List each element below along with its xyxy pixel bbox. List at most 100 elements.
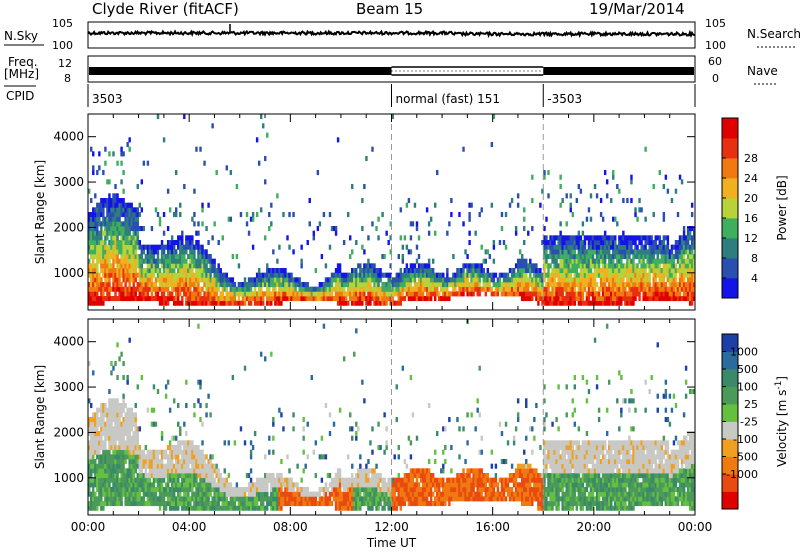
data-cell	[274, 272, 277, 278]
data-cell	[484, 277, 487, 283]
data-cell	[334, 291, 338, 297]
data-cell	[112, 487, 115, 493]
data-cell	[241, 496, 245, 502]
data-cell	[160, 277, 164, 283]
data-cell	[162, 501, 166, 507]
data-cell	[632, 286, 635, 292]
data-cell	[92, 491, 95, 497]
data-cell	[662, 282, 666, 288]
data-cell	[88, 235, 91, 241]
data-cell	[166, 379, 170, 385]
data-cell	[288, 477, 291, 483]
data-cell	[132, 249, 135, 255]
data-cell	[98, 254, 101, 260]
data-cell	[193, 254, 196, 260]
data-cell	[94, 449, 97, 455]
data-cell	[359, 291, 362, 297]
data-cell	[126, 291, 129, 297]
data-cell	[96, 170, 99, 176]
data-cell	[525, 282, 528, 288]
data-cell	[652, 286, 655, 292]
data-cell	[122, 482, 125, 488]
data-cell	[177, 286, 180, 292]
data-cell	[88, 240, 91, 246]
data-cell	[219, 300, 222, 306]
data-cell	[577, 184, 581, 190]
data-cell	[124, 491, 127, 497]
data-cell	[181, 487, 184, 493]
data-cell	[128, 454, 131, 460]
data-cell	[110, 230, 113, 236]
data-cell	[425, 286, 429, 292]
data-cell	[272, 272, 275, 278]
data-cell	[138, 244, 141, 250]
data-cell	[199, 496, 202, 502]
data-cell	[189, 454, 192, 460]
data-cell	[136, 286, 139, 292]
data-cell	[646, 296, 649, 302]
data-cell	[587, 296, 591, 302]
data-cell	[462, 263, 465, 269]
data-cell	[476, 291, 479, 297]
data-cell	[185, 258, 188, 264]
data-cell	[199, 268, 202, 274]
data-cell	[128, 286, 131, 292]
data-cell	[431, 268, 435, 274]
data-cell	[231, 296, 235, 302]
data-cell	[90, 505, 93, 511]
data-cell	[175, 454, 178, 460]
data-cell	[140, 296, 144, 302]
data-cell	[644, 268, 647, 274]
data-cell	[664, 244, 668, 250]
data-cell	[255, 300, 259, 306]
data-cell	[140, 282, 144, 288]
data-cell	[626, 198, 629, 204]
data-cell	[138, 463, 141, 469]
data-cell	[108, 286, 111, 292]
data-cell	[207, 202, 210, 208]
data-cell	[209, 412, 212, 418]
data-cell	[179, 258, 182, 264]
data-cell	[96, 258, 99, 264]
data-cell	[253, 286, 257, 292]
data-cell	[268, 473, 271, 479]
data-cell	[599, 254, 603, 260]
data-cell	[249, 277, 253, 283]
data-cell	[308, 296, 311, 302]
data-cell	[634, 249, 637, 255]
data-cell	[257, 160, 261, 166]
data-cell	[118, 477, 121, 483]
data-cell	[314, 473, 318, 479]
data-cell	[601, 216, 605, 222]
data-cell	[126, 221, 129, 227]
data-cell	[371, 291, 374, 297]
data-cell	[527, 282, 530, 288]
data-cell	[235, 291, 239, 297]
data-cell	[160, 254, 164, 260]
data-cell	[680, 277, 684, 283]
data-cell	[690, 291, 694, 297]
data-cell	[344, 496, 348, 502]
data-cell	[170, 496, 174, 502]
data-cell	[118, 286, 121, 292]
data-cell	[618, 235, 621, 241]
data-cell	[403, 282, 407, 288]
data-cell	[168, 240, 172, 246]
data-cell	[496, 286, 500, 292]
data-cell	[100, 473, 103, 479]
data-cell	[320, 254, 324, 260]
data-cell	[134, 291, 137, 297]
data-cell	[193, 459, 196, 465]
data-cell	[102, 449, 105, 455]
data-cell	[464, 286, 467, 292]
data-cell	[678, 282, 682, 288]
data-cell	[353, 291, 356, 297]
data-cell	[140, 286, 144, 292]
data-cell	[94, 193, 97, 199]
data-cell	[334, 226, 338, 232]
data-cell	[363, 282, 366, 288]
data-cell	[231, 505, 235, 511]
data-cell	[654, 282, 657, 288]
data-cell	[286, 291, 289, 297]
data-cell	[146, 244, 150, 250]
